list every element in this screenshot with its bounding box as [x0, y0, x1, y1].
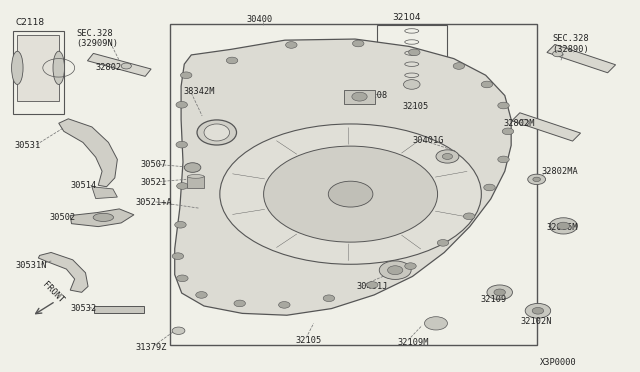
Circle shape: [404, 263, 416, 269]
Circle shape: [184, 163, 201, 172]
Polygon shape: [188, 176, 204, 188]
Circle shape: [196, 292, 207, 298]
Ellipse shape: [93, 213, 113, 221]
Polygon shape: [70, 209, 134, 227]
Circle shape: [175, 221, 186, 228]
Polygon shape: [38, 253, 88, 292]
Text: 32802MA: 32802MA: [541, 167, 579, 176]
Text: 30401G: 30401G: [412, 137, 444, 145]
Circle shape: [549, 218, 577, 234]
Circle shape: [453, 62, 465, 69]
Circle shape: [494, 289, 506, 296]
Text: 38342M: 38342M: [183, 87, 214, 96]
Text: 30531N: 30531N: [15, 261, 47, 270]
Circle shape: [353, 40, 364, 47]
Text: 30502: 30502: [49, 213, 76, 222]
Text: 32102N: 32102N: [521, 317, 552, 326]
Circle shape: [227, 57, 238, 64]
Circle shape: [481, 81, 493, 88]
Text: 32108: 32108: [362, 91, 388, 100]
Circle shape: [177, 275, 188, 282]
Circle shape: [323, 295, 335, 302]
Polygon shape: [59, 119, 117, 187]
Circle shape: [463, 213, 475, 219]
Circle shape: [403, 80, 420, 89]
Polygon shape: [95, 306, 144, 313]
Circle shape: [487, 285, 513, 300]
Circle shape: [436, 150, 459, 163]
Text: FRONT: FRONT: [41, 280, 66, 305]
Circle shape: [408, 49, 420, 56]
Circle shape: [502, 128, 514, 135]
Text: SEC.328
(32909N): SEC.328 (32909N): [77, 29, 118, 48]
Text: 30521: 30521: [140, 178, 166, 187]
Text: 30400: 30400: [246, 15, 273, 23]
Text: 30514: 30514: [70, 182, 97, 190]
Polygon shape: [512, 113, 580, 141]
Ellipse shape: [12, 51, 23, 84]
Ellipse shape: [53, 51, 65, 84]
Text: 32006M: 32006M: [546, 223, 578, 232]
Text: 30401J: 30401J: [357, 282, 388, 291]
Text: 32109M: 32109M: [397, 339, 429, 347]
Circle shape: [328, 181, 373, 207]
Ellipse shape: [197, 120, 237, 145]
Ellipse shape: [220, 124, 481, 264]
Polygon shape: [88, 54, 151, 76]
Circle shape: [352, 92, 367, 101]
Circle shape: [234, 300, 246, 307]
Text: 32105: 32105: [296, 336, 322, 345]
Circle shape: [121, 63, 131, 69]
Polygon shape: [175, 39, 511, 315]
Circle shape: [285, 42, 297, 48]
Circle shape: [172, 253, 184, 260]
Polygon shape: [17, 35, 59, 101]
Circle shape: [176, 141, 188, 148]
Text: 31379Z: 31379Z: [135, 343, 166, 352]
Circle shape: [380, 261, 411, 279]
Text: C2118: C2118: [15, 18, 45, 27]
Text: X3P0000: X3P0000: [540, 358, 577, 367]
Text: 30507: 30507: [140, 160, 166, 169]
Polygon shape: [344, 90, 375, 104]
Circle shape: [177, 183, 188, 189]
Circle shape: [180, 72, 192, 78]
Circle shape: [424, 317, 447, 330]
Circle shape: [519, 119, 529, 125]
Circle shape: [532, 308, 543, 314]
Text: 30521+A: 30521+A: [135, 198, 172, 207]
Circle shape: [437, 240, 449, 246]
Circle shape: [172, 327, 185, 334]
Polygon shape: [547, 45, 616, 73]
Circle shape: [442, 154, 452, 160]
Text: 32802M: 32802M: [504, 119, 535, 128]
Text: 32104: 32104: [392, 13, 420, 22]
Circle shape: [525, 304, 550, 318]
Circle shape: [557, 222, 570, 230]
Circle shape: [498, 156, 509, 163]
Text: 30531: 30531: [14, 141, 40, 150]
Circle shape: [498, 102, 509, 109]
Circle shape: [176, 102, 188, 108]
Text: 32105: 32105: [403, 102, 429, 111]
Circle shape: [484, 184, 495, 191]
Ellipse shape: [188, 174, 204, 178]
Ellipse shape: [264, 146, 438, 242]
Text: 30532: 30532: [70, 304, 97, 313]
Polygon shape: [92, 187, 117, 199]
Circle shape: [388, 266, 403, 275]
Circle shape: [278, 302, 290, 308]
Ellipse shape: [204, 124, 230, 141]
Circle shape: [552, 51, 563, 57]
Text: 32802: 32802: [96, 63, 122, 72]
Circle shape: [367, 282, 378, 288]
Text: SEC.328
(32890): SEC.328 (32890): [552, 34, 589, 54]
Circle shape: [528, 174, 545, 185]
Text: 32109: 32109: [481, 295, 507, 304]
Circle shape: [533, 177, 540, 182]
